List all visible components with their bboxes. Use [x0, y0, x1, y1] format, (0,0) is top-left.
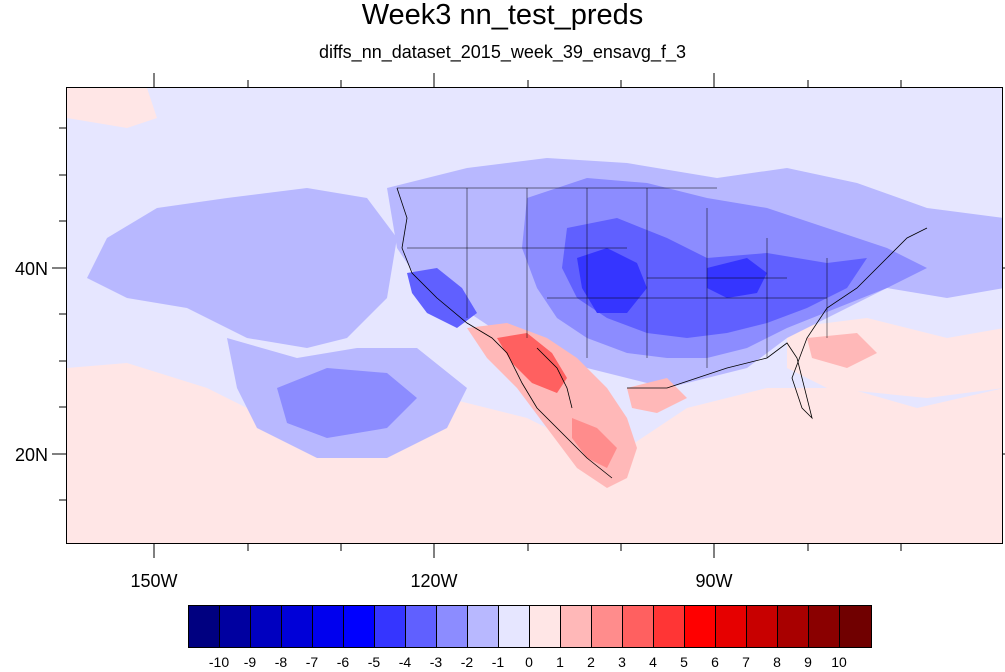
lon-label-90w: 90W [695, 571, 733, 591]
colorbar-tick-label: 9 [804, 654, 812, 670]
colorbar-tick-label: -3 [429, 654, 443, 670]
colorbar-swatch [313, 606, 344, 647]
us-blue-core-1 [577, 248, 647, 313]
lon-label-120w: 120W [410, 571, 458, 591]
colorbar-swatch [654, 606, 685, 647]
colorbar-swatch [623, 606, 654, 647]
anomaly-field [67, 88, 1002, 543]
colorbar-swatch [809, 606, 840, 647]
colorbar-swatch [840, 606, 871, 647]
us-blue-west [407, 268, 477, 328]
colorbar-tick-label: 3 [618, 654, 626, 670]
pacific-blue-large [87, 188, 397, 348]
colorbar-tick-label: -9 [243, 654, 257, 670]
axis-ticks [52, 73, 1005, 558]
colorbar-tick-label: -6 [336, 654, 350, 670]
colorbar-swatch [716, 606, 747, 647]
colorbar-tick-label: -1 [491, 654, 505, 670]
pale-red-tropics [67, 363, 1002, 543]
colorbar-swatch [561, 606, 592, 647]
mexico-red-south [572, 418, 617, 468]
florida-pale-red [807, 333, 877, 368]
colorbar-swatch [282, 606, 313, 647]
map-title: Week3 nn_test_preds [361, 0, 644, 31]
lat-label-40n: 40N [14, 259, 48, 279]
pacific-blue-core [277, 368, 417, 438]
colorbar-swatch [592, 606, 623, 647]
state-borders [397, 187, 828, 368]
colorbar-swatch [220, 606, 251, 647]
colorbar-tick-label: 2 [587, 654, 595, 670]
colorbar-swatch [189, 606, 220, 647]
colorbar-swatch [778, 606, 809, 647]
colorbar-swatch [437, 606, 468, 647]
colorbar-tick-label: 10 [831, 654, 847, 670]
map-panel [66, 87, 1003, 544]
lat-label-20n: 20N [14, 445, 48, 465]
colorbar-tick-label: -8 [274, 654, 288, 670]
lon-label-150w: 150W [130, 571, 178, 591]
colorbar-tick-label: -7 [305, 654, 319, 670]
colorbar-swatch [375, 606, 406, 647]
colorbar-tick-label: -4 [398, 654, 412, 670]
colorbar-swatch [747, 606, 778, 647]
mexico-red [497, 333, 567, 393]
colorbar-tick-label: 0 [525, 654, 533, 670]
colorbar-tick-label: 5 [680, 654, 688, 670]
colorbar-swatch [685, 606, 716, 647]
colorbar-tick-label: 7 [742, 654, 750, 670]
coastline [396, 187, 928, 479]
colorbar-tick-label: 4 [649, 654, 657, 670]
map-subtitle: diffs_nn_dataset_2015_week_39_ensavg_f_3 [319, 42, 686, 62]
colorbar-tick-label: -5 [367, 654, 381, 670]
colorbar-swatch [344, 606, 375, 647]
colorbar-swatch [530, 606, 561, 647]
colorbar-swatch [499, 606, 530, 647]
colorbar [188, 605, 872, 648]
colorbar-tick-label: 1 [556, 654, 564, 670]
colorbar-tick-label: -2 [460, 654, 474, 670]
colorbar-swatch [468, 606, 499, 647]
colorbar-tick-label: 6 [711, 654, 719, 670]
colorbar-tick-label: 8 [773, 654, 781, 670]
pale-red-nw [67, 88, 157, 128]
colorbar-tick-label: -10 [208, 654, 230, 670]
colorbar-swatch [251, 606, 282, 647]
colorbar-swatch [406, 606, 437, 647]
